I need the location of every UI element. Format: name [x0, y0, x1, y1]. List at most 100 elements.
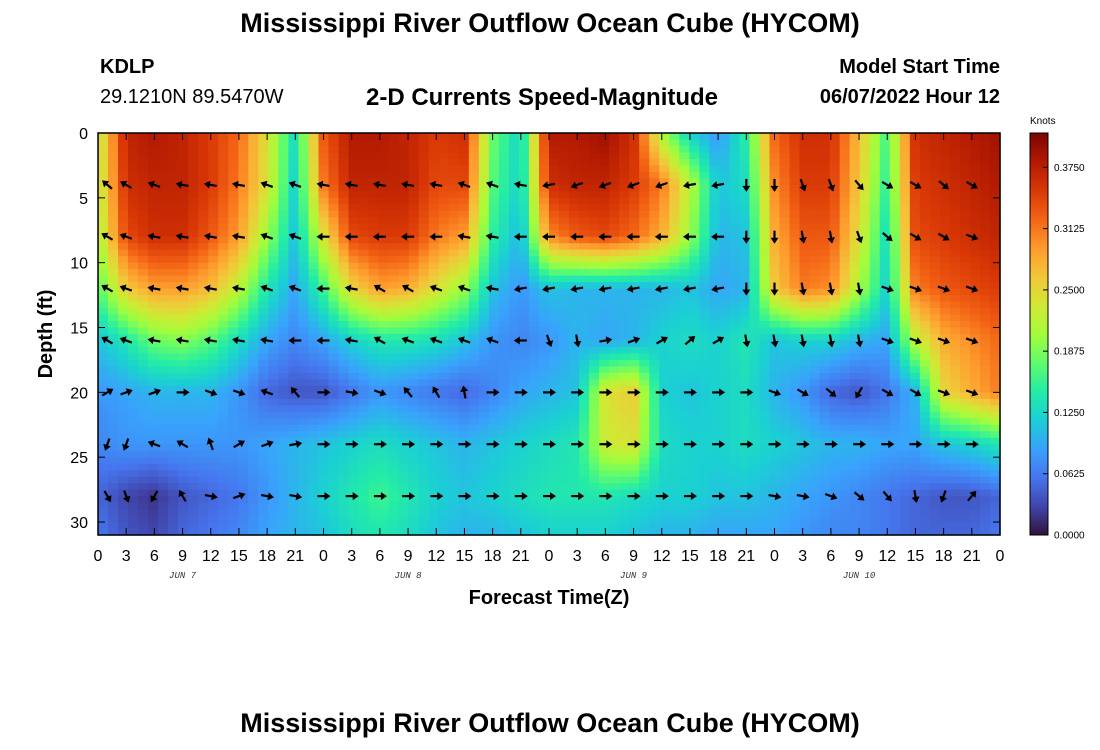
heatmap-cell: [348, 463, 360, 471]
heatmap-cell: [388, 197, 400, 205]
heatmap-cell: [308, 405, 320, 413]
heatmap-cell: [899, 385, 911, 393]
heatmap-cell: [869, 327, 881, 335]
heatmap-cell: [689, 275, 700, 283]
heatmap-cell: [108, 321, 119, 329]
heatmap-cell: [729, 327, 741, 335]
heatmap-cell: [198, 262, 209, 270]
heatmap-cell: [619, 424, 630, 432]
heatmap-cell: [168, 321, 179, 329]
heatmap-cell: [689, 483, 700, 491]
heatmap-cell: [989, 444, 1001, 452]
heatmap-cell: [899, 327, 911, 335]
heatmap-cell: [609, 210, 620, 218]
heatmap-cell: [569, 483, 580, 491]
heatmap-cell: [228, 444, 239, 452]
heatmap-cell: [278, 463, 290, 471]
heatmap-cell: [358, 385, 370, 393]
heatmap-cell: [809, 158, 821, 167]
heatmap-cell: [208, 437, 219, 445]
heatmap-cell: [308, 418, 320, 426]
heatmap-cell: [699, 321, 710, 329]
heatmap-cell: [649, 457, 660, 465]
heatmap-cell: [478, 444, 490, 452]
heatmap-cell: [859, 204, 871, 212]
heatmap-cell: [188, 152, 199, 160]
heatmap-cell: [609, 139, 620, 147]
heatmap-cell: [188, 269, 199, 277]
heatmap-cell: [278, 139, 290, 147]
heatmap-cell: [348, 353, 360, 361]
heatmap-cell: [829, 353, 841, 361]
heatmap-cell: [689, 470, 700, 478]
heatmap-cell: [649, 366, 660, 374]
heatmap-cell: [138, 398, 149, 406]
heatmap-cell: [228, 334, 239, 342]
heatmap-cell: [629, 476, 640, 484]
heatmap-cell: [398, 424, 410, 432]
heatmap-cell: [498, 431, 510, 439]
heatmap-cell: [408, 314, 420, 322]
heatmap-cell: [799, 379, 811, 387]
heatmap-cell: [619, 353, 630, 361]
heatmap-cell: [318, 489, 330, 497]
heatmap-cell: [889, 223, 901, 231]
heatmap-cell: [158, 398, 169, 406]
heatmap-cell: [679, 398, 690, 406]
heatmap-cell: [228, 418, 239, 426]
heatmap-cell: [559, 359, 570, 368]
heatmap-cell: [538, 262, 550, 270]
heatmap-cell: [759, 418, 771, 426]
heatmap-cell: [919, 217, 931, 225]
heatmap-cell: [829, 152, 841, 160]
heatmap-cell: [729, 269, 741, 277]
heatmap-cell: [528, 269, 540, 277]
heatmap-cell: [128, 431, 139, 439]
heatmap-cell: [789, 191, 801, 199]
heatmap-cell: [899, 139, 911, 147]
heatmap-cell: [108, 308, 119, 316]
heatmap-cell: [418, 470, 430, 478]
heatmap-cell: [108, 256, 119, 264]
heatmap-cell: [879, 405, 891, 413]
heatmap-cell: [128, 158, 139, 167]
heatmap-cell: [238, 450, 249, 458]
heatmap-cell: [328, 282, 340, 290]
heatmap-cell: [458, 424, 470, 432]
heatmap-cell: [448, 197, 460, 205]
heatmap-cell: [378, 483, 390, 491]
heatmap-cell: [919, 165, 931, 173]
heatmap-cell: [659, 476, 670, 484]
heatmap-cell: [779, 184, 791, 192]
heatmap-cell: [589, 431, 600, 439]
heatmap-cell: [148, 295, 159, 303]
heatmap-cell: [829, 308, 841, 316]
heatmap-cell: [208, 210, 219, 218]
heatmap-cell: [769, 463, 781, 471]
heatmap-cell: [488, 463, 500, 471]
heatmap-cell: [699, 191, 710, 199]
heatmap-cell: [719, 418, 730, 426]
heatmap-cell: [318, 184, 330, 192]
heatmap-cell: [929, 450, 941, 458]
heatmap-cell: [498, 411, 510, 419]
heatmap-cell: [689, 217, 700, 225]
heatmap-cell: [979, 184, 991, 192]
heatmap-cell: [669, 295, 680, 303]
heatmap-cell: [348, 262, 360, 270]
heatmap-cell: [689, 444, 700, 452]
heatmap-cell: [639, 152, 650, 160]
heatmap-cell: [649, 249, 660, 257]
heatmap-cell: [719, 470, 730, 478]
heatmap-cell: [348, 178, 360, 186]
heatmap-cell: [188, 301, 199, 309]
heatmap-cell: [278, 366, 290, 374]
heatmap-cell: [238, 321, 249, 329]
heatmap-cell: [819, 288, 831, 296]
heatmap-cell: [98, 457, 109, 465]
heatmap-cell: [518, 444, 530, 452]
heatmap-cell: [799, 243, 811, 251]
heatmap-cell: [418, 133, 430, 141]
heatmap-cell: [528, 327, 540, 335]
heatmap-cell: [549, 139, 560, 147]
